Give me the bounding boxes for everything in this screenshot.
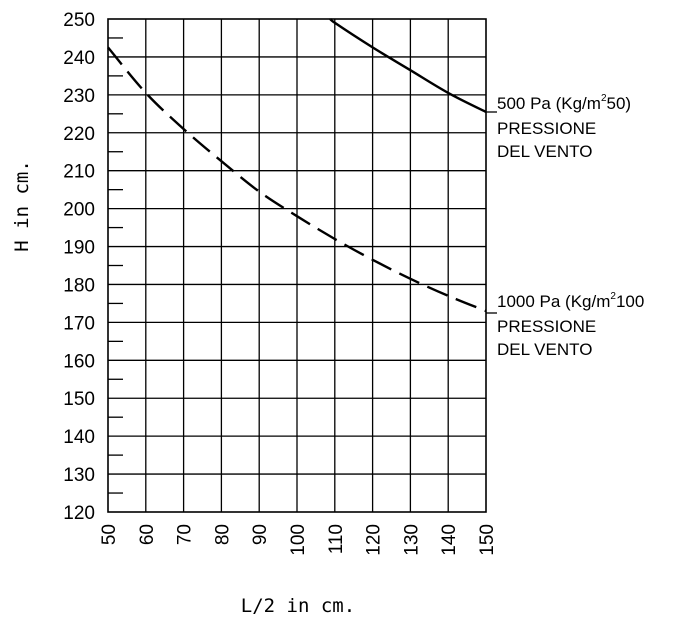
annotation-1000pa-sup: 2 (610, 291, 616, 302)
series-line-solid (329, 17, 487, 113)
annotation-1000pa-line1-end: 100 (616, 292, 644, 311)
y-tick-label: 240 (63, 48, 95, 69)
y-tick-label: 200 (63, 200, 95, 221)
x-tick-label: 90 (250, 524, 271, 545)
x-tick-label: 130 (401, 524, 422, 556)
x-tick-label: 150 (477, 524, 498, 556)
y-tick-label: 160 (63, 351, 95, 372)
y-tick-label: 130 (63, 465, 95, 486)
y-tick-label: 190 (63, 238, 95, 259)
y-tick-label: 170 (63, 313, 95, 334)
y-tick-label: 140 (63, 427, 95, 448)
grid (108, 19, 486, 512)
annotation-1000pa-line1-main: 1000 Pa (Kg/m (497, 292, 610, 311)
annotation-500pa-line1-end: 50) (607, 94, 632, 113)
y-tick-label: 180 (63, 275, 95, 296)
annotation-500pa-line3: DEL VENTO (497, 142, 592, 161)
annotation-1000pa-line1: 1000 Pa (Kg/m2100 (497, 291, 644, 311)
y-tick-label: 210 (63, 162, 95, 183)
y-tick-label: 250 (63, 10, 95, 31)
y-axis-title: H in cm. (11, 160, 33, 252)
y-tick-label: 230 (63, 86, 95, 107)
annotation-500pa-line2: PRESSIONE (497, 119, 596, 138)
x-tick-label: 100 (288, 524, 309, 556)
series-line-dashed (107, 46, 487, 313)
annotation-500pa: 500 Pa (Kg/m250) PRESSIONE DEL VENTO (486, 93, 631, 161)
plot-frame (107, 18, 487, 513)
y-tick-label: 220 (63, 124, 95, 145)
y-tick-labels: 250 240 230 220 210 200 190 180 170 160 150 140 130 1… (63, 10, 95, 524)
x-tick-label: 120 (364, 524, 385, 556)
annotation-500pa-sup: 2 (601, 93, 607, 104)
x-tick-label: 80 (212, 524, 233, 545)
x-tick-label: 110 (326, 524, 347, 554)
x-tick-label: 70 (175, 524, 196, 545)
x-tick-label: 60 (137, 524, 158, 545)
y-tick-label: 120 (63, 503, 95, 524)
y-tick-label: 150 (63, 389, 95, 410)
x-tick-labels: 50 60 70 80 90 100 110 120 130 140 150 (99, 524, 498, 556)
annotation-1000pa-line2: PRESSIONE (497, 317, 596, 336)
x-tick-label: 140 (439, 524, 460, 556)
x-axis-title: L/2 in cm. (241, 595, 355, 617)
annotation-500pa-line1: 500 Pa (Kg/m250) (497, 93, 631, 113)
x-tick-label: 50 (99, 524, 120, 545)
annotation-1000pa-line3: DEL VENTO (497, 340, 592, 359)
annotation-1000pa: 1000 Pa (Kg/m2100 PRESSIONE DEL VENTO (486, 291, 644, 359)
series-group (107, 17, 487, 313)
annotation-500pa-line1-main: 500 Pa (Kg/m (497, 94, 601, 113)
